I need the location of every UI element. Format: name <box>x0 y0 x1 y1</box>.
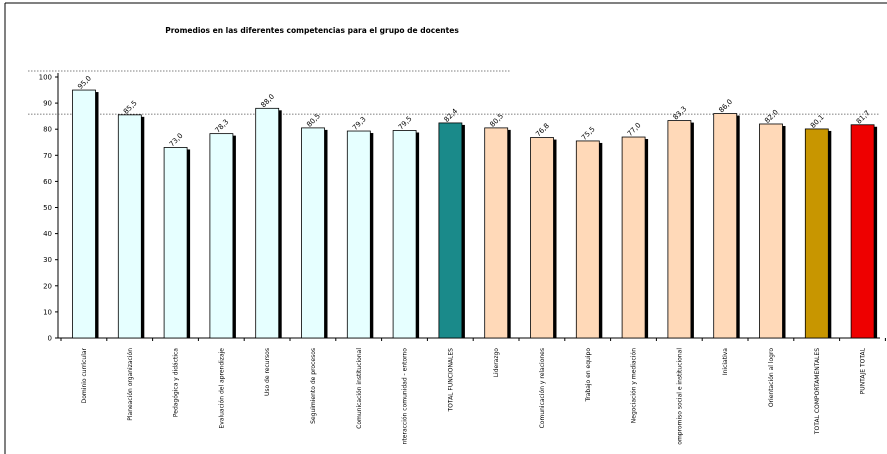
category-label: Uso de recursos <box>264 348 271 396</box>
bar <box>163 147 188 339</box>
bar <box>759 123 783 339</box>
bar <box>484 127 509 339</box>
category-label: Planeación organización <box>127 348 134 421</box>
y-tick-label: 50 <box>43 204 52 212</box>
bar <box>209 133 234 339</box>
bar <box>575 140 600 339</box>
value-label: 78,3 <box>214 118 231 135</box>
value-label: 86,0 <box>717 98 734 115</box>
y-tick-label: 90 <box>43 100 52 108</box>
y-tick-label: 60 <box>43 178 52 186</box>
y-tick-label: 30 <box>43 256 52 264</box>
value-label: 73,0 <box>168 132 185 149</box>
y-tick-label: 40 <box>43 230 52 238</box>
category-label: Comunicación y relaciones <box>539 348 546 428</box>
category-label: PUNTAJE TOTAL <box>860 347 867 394</box>
category-label: Dominio curricular <box>81 347 88 403</box>
bars <box>72 89 878 339</box>
category-label: Liderazgo <box>493 348 500 378</box>
value-labels: 95,0 85,5 73,0 78,3 88,0 80,5 79,3 79,5 82,4 80,5… <box>76 74 871 148</box>
value-label: 95,0 <box>76 74 93 91</box>
category-label: Iniciativa <box>722 348 729 375</box>
bar <box>667 120 692 339</box>
y-tick-label: 0 <box>48 335 52 343</box>
category-label: Pedagógica y didáctica <box>173 348 180 417</box>
category-label: Orientación al logro <box>768 348 775 407</box>
bar <box>72 89 96 339</box>
value-label: 79,5 <box>397 115 414 132</box>
value-label: 82,4 <box>443 107 460 124</box>
category-label: nteracción comunidad - entorno <box>402 348 409 445</box>
bar <box>850 124 875 339</box>
category-label: TOTAL COMPORTAMENTALES <box>814 348 821 435</box>
y-tick-label: 80 <box>43 126 52 134</box>
value-label: 77,0 <box>626 121 643 138</box>
value-label: 85,5 <box>122 99 139 116</box>
value-label: 80,5 <box>305 112 322 129</box>
value-label: 88,0 <box>259 93 276 110</box>
bar <box>392 130 417 339</box>
bar <box>117 114 142 339</box>
y-tick-label: 100 <box>39 74 52 82</box>
category-label: Trabajo en equipo <box>585 348 592 403</box>
category-label: TOTAL FUNCIONALES <box>447 348 454 413</box>
chart-title: Promedios en las diferentes competencias… <box>165 26 459 35</box>
category-label: Comunicación institucional <box>356 348 363 429</box>
value-label: 83,3 <box>672 105 689 122</box>
category-label: ompromiso social e institucional <box>676 348 683 445</box>
value-label: 81,7 <box>855 109 872 126</box>
bar <box>255 107 280 339</box>
category-label: Negociación y mediación <box>631 348 638 423</box>
value-label: 80,5 <box>488 112 505 129</box>
bar <box>346 130 371 339</box>
value-label: 82,0 <box>763 108 780 125</box>
y-tick-label: 10 <box>43 308 52 316</box>
value-label: 76,8 <box>534 122 551 139</box>
bar <box>713 113 738 339</box>
bar <box>621 136 646 339</box>
y-tick-label: 70 <box>43 152 52 160</box>
reference-lines <box>28 70 880 115</box>
category-labels: Dominio curricular Planeación organizació… <box>81 347 867 444</box>
category-label: Seguimiento de procesos <box>310 348 317 424</box>
value-label: 80,1 <box>809 113 826 130</box>
bar <box>530 137 554 339</box>
bar <box>301 127 325 339</box>
bar <box>804 128 829 339</box>
value-label: 75,5 <box>580 125 597 142</box>
bar <box>438 122 463 339</box>
category-label: Evaluación del aprendizaje <box>218 348 225 429</box>
value-label: 79,3 <box>351 115 368 132</box>
axes: 0 10 20 30 40 50 60 70 80 90 100 <box>39 73 886 343</box>
y-tick-label: 20 <box>43 282 52 290</box>
